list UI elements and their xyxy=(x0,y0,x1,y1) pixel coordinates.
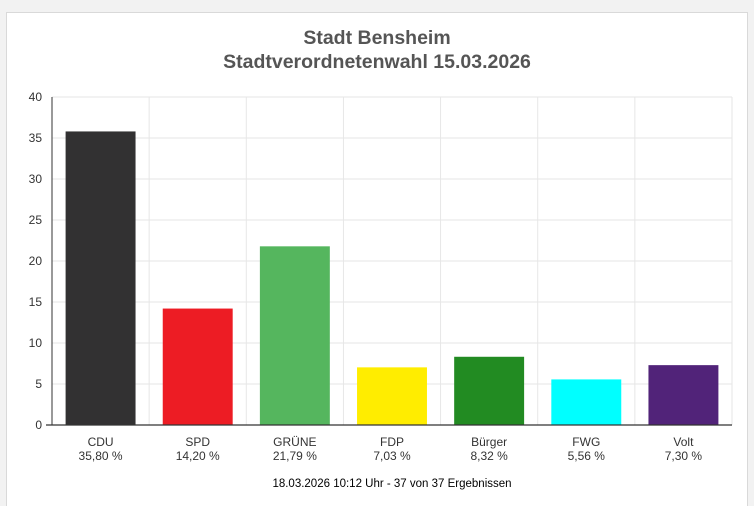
value-label: 5,56 % xyxy=(568,449,606,463)
value-label: 35,80 % xyxy=(79,449,123,463)
bar-fdp xyxy=(357,367,427,425)
category-label: Volt xyxy=(673,435,694,449)
y-tick-label: 35 xyxy=(29,131,43,145)
y-tick-label: 25 xyxy=(29,213,43,227)
bar-grüne xyxy=(259,246,330,425)
value-label: 7,03 % xyxy=(373,449,411,463)
y-tick-label: 40 xyxy=(29,90,43,104)
bar-cdu xyxy=(65,131,136,425)
category-label: CDU xyxy=(88,435,114,449)
bar-fwg xyxy=(551,379,622,425)
chart-title-block: Stadt Bensheim Stadtverordnetenwahl 15.0… xyxy=(0,26,754,74)
category-label: Bürger xyxy=(471,435,507,449)
y-tick-label: 0 xyxy=(35,418,42,432)
y-tick-label: 10 xyxy=(29,336,43,350)
chart-title: Stadt Bensheim xyxy=(303,27,451,49)
value-label: 8,32 % xyxy=(470,449,508,463)
category-label: FDP xyxy=(380,435,404,449)
value-label: 21,79 % xyxy=(273,449,317,463)
chart-subtitle: Stadtverordnetenwahl 15.03.2026 xyxy=(223,51,531,73)
y-tick-label: 5 xyxy=(35,377,42,391)
results-status: 18.03.2026 10:12 Uhr - 37 von 37 Ergebni… xyxy=(272,478,512,490)
y-tick-label: 30 xyxy=(29,172,43,186)
y-tick-label: 20 xyxy=(29,254,43,268)
bar-bürger xyxy=(454,356,525,425)
category-label: GRÜNE xyxy=(273,435,316,449)
category-label: SPD xyxy=(185,435,210,449)
value-label: 7,30 % xyxy=(665,449,703,463)
bar-volt xyxy=(648,365,719,425)
y-tick-label: 15 xyxy=(29,295,43,309)
value-label: 14,20 % xyxy=(176,449,220,463)
bar-spd xyxy=(162,308,233,425)
category-label: FWG xyxy=(572,435,600,449)
